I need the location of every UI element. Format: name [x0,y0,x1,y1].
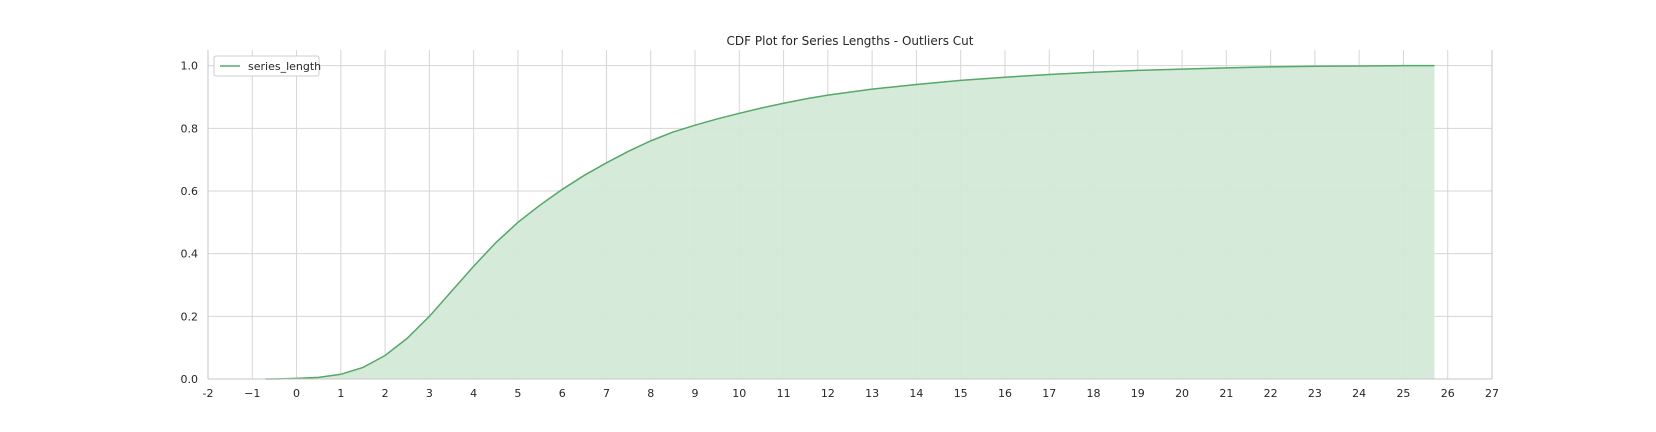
x-tick-label: 6 [559,387,566,400]
x-tick-label: −1 [244,387,260,400]
y-tick-labels: 0.0 0.2 0.4 0.6 0.8 1.0 [181,60,199,386]
y-tick-label: 0.8 [181,122,199,135]
x-tick-label: 2 [382,387,389,400]
y-tick-label: 1.0 [181,60,199,73]
x-tick-labels: -2 −1 0 1 2 3 4 5 6 7 8 9 10 11 12 13 14 15 16 17 18 19 20 21 22… [203,387,1499,400]
x-tick-label: 7 [603,387,610,400]
x-tick-label: 21 [1219,387,1233,400]
x-tick-label: 10 [732,387,746,400]
x-tick-label: 19 [1131,387,1145,400]
x-tick-label: 20 [1175,387,1189,400]
x-tick-label: 23 [1308,387,1322,400]
x-tick-label: 14 [909,387,923,400]
chart-title: CDF Plot for Series Lengths - Outliers C… [727,34,974,48]
plot-area [265,64,1435,380]
axes [207,50,1493,380]
series-area-fill [265,65,1435,380]
x-tick-label: 3 [426,387,433,400]
x-tick-label: 22 [1264,387,1278,400]
y-tick-label: 0.6 [181,185,199,198]
x-tick-label: 18 [1087,387,1101,400]
x-tick-label: 26 [1441,387,1455,400]
x-tick-label: 24 [1352,387,1366,400]
x-tick-label: 1 [337,387,344,400]
y-tick-label: 0.4 [181,248,199,261]
x-tick-label: 13 [865,387,879,400]
x-tick-label: 15 [954,387,968,400]
x-tick-label: 5 [514,387,521,400]
x-tick-label: 9 [692,387,699,400]
legend: series_length [213,55,321,77]
x-tick-label: 27 [1485,387,1499,400]
x-tick-label: 25 [1396,387,1410,400]
series-line [265,64,1435,380]
legend-box [213,55,320,77]
x-tick-label: 0 [293,387,300,400]
y-tick-label: 0.0 [181,373,199,386]
x-tick-label: 17 [1042,387,1056,400]
x-tick-label: 16 [998,387,1012,400]
x-tick-label: 12 [821,387,835,400]
x-tick-label: 11 [777,387,791,400]
legend-label: series_length [248,60,321,73]
x-tick-label: 4 [470,387,477,400]
y-tick-label: 0.2 [181,310,199,323]
x-tick-label: -2 [203,387,214,400]
x-tick-label: 8 [647,387,654,400]
